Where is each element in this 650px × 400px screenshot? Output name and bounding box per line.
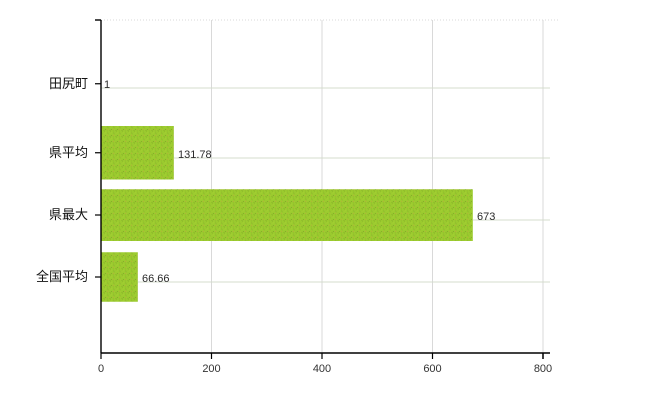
svg-text:0: 0: [98, 363, 104, 375]
svg-text:全国平均: 全国平均: [36, 269, 88, 284]
svg-text:400: 400: [313, 363, 331, 375]
svg-text:800: 800: [534, 363, 552, 375]
svg-text:200: 200: [202, 363, 220, 375]
svg-text:県最大: 県最大: [49, 207, 88, 222]
svg-text:1: 1: [104, 79, 110, 91]
svg-text:66.66: 66.66: [142, 273, 170, 285]
svg-text:600: 600: [423, 363, 441, 375]
svg-text:131.78: 131.78: [178, 149, 212, 161]
svg-text:673: 673: [477, 211, 495, 223]
svg-text:田尻町: 田尻町: [49, 76, 88, 91]
svg-text:県平均: 県平均: [49, 145, 88, 160]
